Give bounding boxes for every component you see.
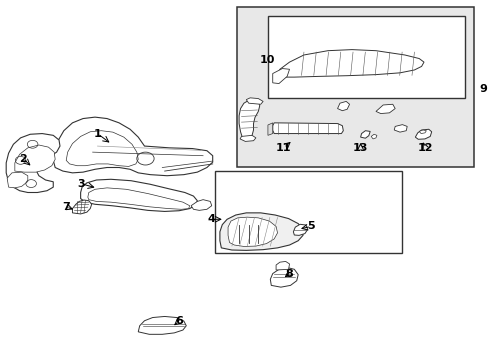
Polygon shape [272,123,343,134]
Text: 7: 7 [62,202,70,212]
Polygon shape [220,213,303,250]
Text: 1: 1 [93,129,101,139]
Text: 3: 3 [77,179,84,189]
Text: 11: 11 [275,143,291,153]
Polygon shape [272,68,289,84]
Polygon shape [276,261,289,270]
Polygon shape [227,217,277,247]
Text: 13: 13 [352,143,367,153]
Text: 2: 2 [19,154,27,163]
Polygon shape [414,129,431,139]
Polygon shape [191,200,211,210]
Polygon shape [418,130,426,134]
Polygon shape [375,104,394,113]
Polygon shape [72,200,91,214]
Polygon shape [267,123,272,135]
Polygon shape [370,134,376,139]
Polygon shape [360,131,369,138]
Bar [236,7,473,167]
Polygon shape [240,135,255,141]
Polygon shape [246,98,263,104]
Polygon shape [88,188,189,209]
Text: 9: 9 [478,84,486,94]
Polygon shape [293,224,307,235]
Polygon shape [337,102,349,111]
Polygon shape [393,125,407,132]
Polygon shape [239,100,259,139]
Polygon shape [53,117,212,176]
Text: 4: 4 [207,214,215,224]
Polygon shape [6,134,60,193]
Polygon shape [81,179,197,211]
Polygon shape [277,50,423,77]
Text: 12: 12 [417,143,432,153]
Text: 8: 8 [285,269,293,279]
Text: 10: 10 [259,55,274,64]
Polygon shape [15,145,55,172]
Text: 5: 5 [306,221,314,231]
Polygon shape [138,316,186,334]
Text: 6: 6 [175,316,183,326]
Polygon shape [270,267,298,287]
Bar [215,171,402,253]
Polygon shape [66,131,138,166]
Bar [267,16,464,98]
Polygon shape [7,172,28,188]
